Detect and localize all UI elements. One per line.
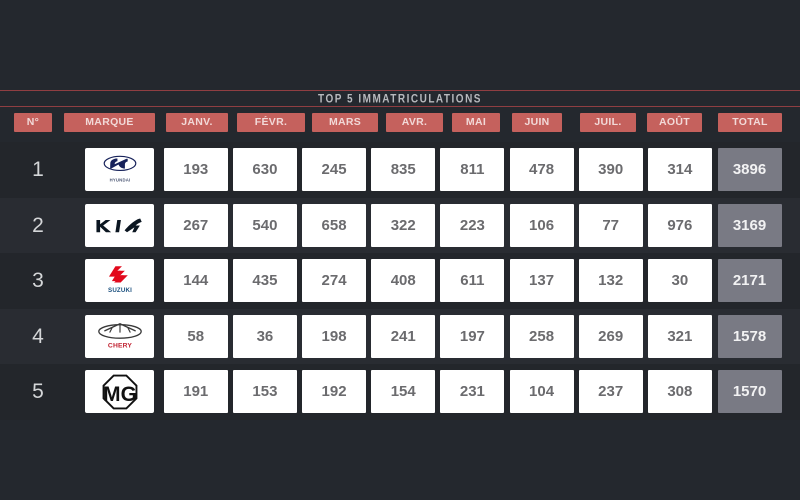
svg-text:HYUNDAI: HYUNDAI	[109, 177, 130, 182]
svg-text:MG: MG	[103, 382, 137, 405]
svg-text:SUZUKI: SUZUKI	[108, 287, 132, 294]
svg-text:CHERY: CHERY	[107, 342, 131, 349]
